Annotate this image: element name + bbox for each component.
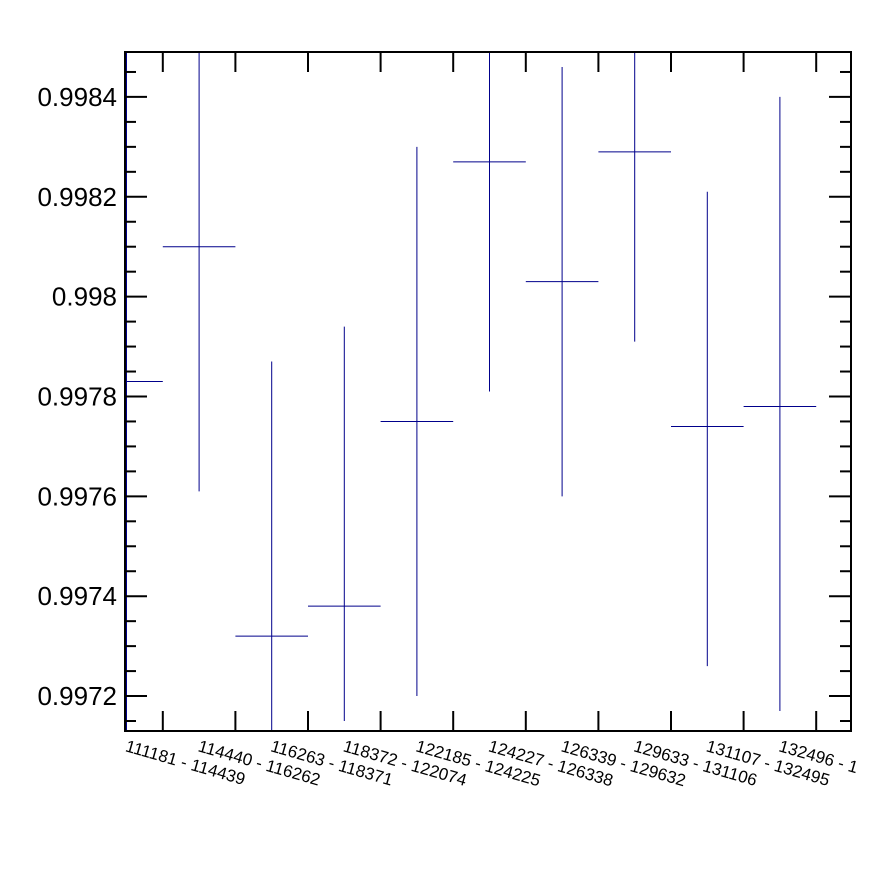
y-tick-label: 0.998 [52, 282, 117, 312]
y-tick-label: 0.9982 [37, 182, 117, 212]
plot-frame [124, 51, 852, 732]
y-tick-label: 0.9978 [37, 381, 117, 411]
y-tick-label: 0.9984 [37, 82, 117, 112]
y-tick-label: 0.9972 [37, 681, 117, 711]
y-tick-label: 0.9974 [37, 581, 117, 611]
axis-layer [124, 51, 852, 732]
y-tick-label-layer: 0.9972 0.9974 0.9976 0.9978 0.998 0.9982 0.998… [37, 82, 117, 711]
y-tick-label: 0.9976 [37, 481, 117, 511]
series-layer [125, 52, 817, 731]
